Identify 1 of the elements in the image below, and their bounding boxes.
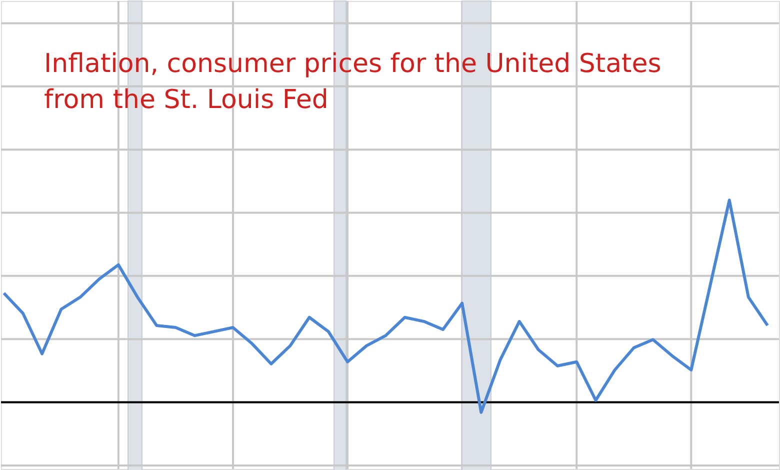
chart-title: Inflation, consumer prices for the United States from the St. Louis Fed bbox=[44, 49, 662, 115]
